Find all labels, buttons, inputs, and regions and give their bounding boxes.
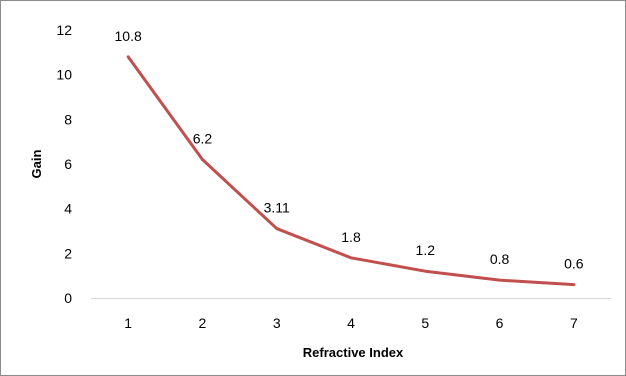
x-axis-title: Refractive Index <box>303 345 404 360</box>
x-tick-label: 2 <box>199 315 207 331</box>
y-tick-label: 10 <box>56 67 72 83</box>
data-label: 3.11 <box>264 200 290 216</box>
y-tick-label: 6 <box>64 156 72 172</box>
data-label: 1.8 <box>341 229 361 245</box>
y-tick-label: 4 <box>64 201 72 217</box>
y-tick-label: 0 <box>64 290 72 306</box>
y-tick-label: 2 <box>64 245 72 261</box>
data-label: 0.6 <box>564 256 584 272</box>
x-tick-label: 1 <box>124 315 132 331</box>
y-axis-tick-labels: 0 2 4 6 8 10 12 <box>56 22 72 306</box>
x-tick-label: 3 <box>273 315 281 331</box>
x-tick-label: 4 <box>347 315 355 331</box>
y-tick-label: 8 <box>64 111 72 127</box>
x-tick-label: 5 <box>421 315 429 331</box>
y-tick-label: 12 <box>56 22 72 38</box>
data-label: 1.2 <box>416 242 436 258</box>
x-tick-label: 7 <box>570 315 578 331</box>
data-label: 0.8 <box>490 251 510 267</box>
data-labels: 10.8 6.2 3.11 1.8 1.2 0.8 0.6 <box>115 28 584 272</box>
x-tick-label: 6 <box>496 315 504 331</box>
gain-series-line <box>126 55 576 287</box>
data-label: 6.2 <box>193 131 213 147</box>
data-label: 10.8 <box>115 28 142 44</box>
y-axis-title: Gain <box>29 149 44 178</box>
x-axis-tick-labels: 1 2 3 4 5 6 7 <box>124 315 578 331</box>
